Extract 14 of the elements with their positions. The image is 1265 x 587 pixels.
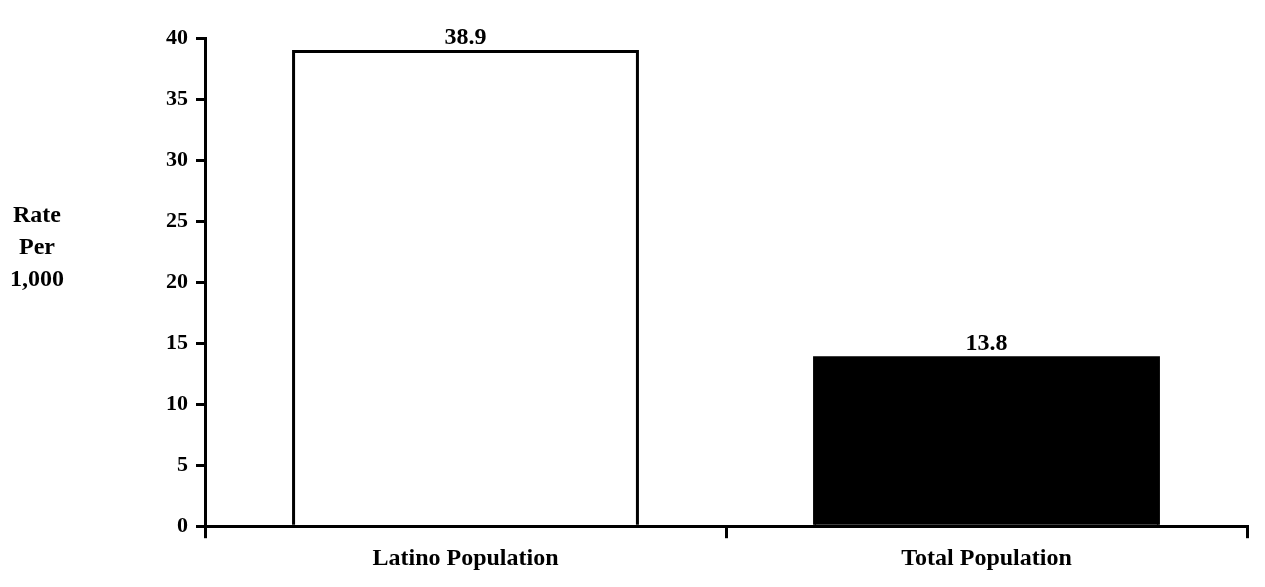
y-tick-label: 10 — [166, 389, 188, 415]
data-label: 38.9 — [444, 22, 487, 49]
y-tick-label: 40 — [166, 23, 188, 49]
y-tick-label: 30 — [166, 145, 188, 171]
y-tick-label: 35 — [166, 84, 188, 110]
y-tick-label: 5 — [177, 450, 188, 476]
x-tick-label: Latino Population — [372, 543, 559, 570]
y-tick-label: 15 — [166, 328, 188, 354]
y-tick-label: 25 — [166, 206, 188, 232]
y-axis-title: Rate Per 1,000 — [10, 200, 64, 293]
y-tick-label: 20 — [166, 267, 188, 293]
data-label: 13.8 — [965, 328, 1008, 355]
x-tick-label: Total Population — [901, 543, 1072, 570]
y-tick-label: 0 — [177, 511, 188, 537]
